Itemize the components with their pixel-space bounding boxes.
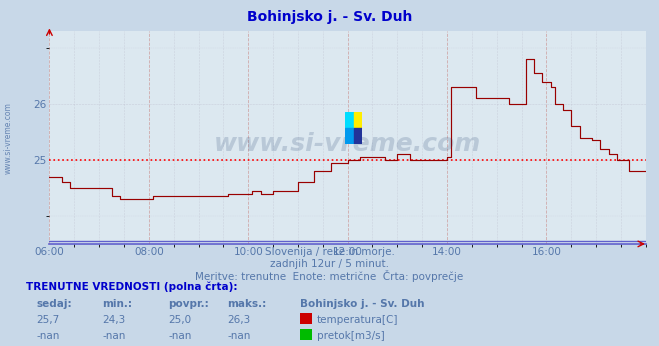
Text: www.si-vreme.com: www.si-vreme.com — [214, 132, 481, 156]
Text: -nan: -nan — [168, 331, 192, 341]
Text: zadnjih 12ur / 5 minut.: zadnjih 12ur / 5 minut. — [270, 259, 389, 269]
Text: www.si-vreme.com: www.si-vreme.com — [3, 102, 13, 174]
Text: pretok[m3/s]: pretok[m3/s] — [317, 331, 385, 341]
Text: 25,0: 25,0 — [168, 315, 192, 325]
Text: 25,7: 25,7 — [36, 315, 60, 325]
Text: -nan: -nan — [227, 331, 251, 341]
Text: min.:: min.: — [102, 299, 132, 309]
Text: -nan: -nan — [102, 331, 126, 341]
Text: sedaj:: sedaj: — [36, 299, 72, 309]
Text: Bohinjsko j. - Sv. Duh: Bohinjsko j. - Sv. Duh — [247, 10, 412, 24]
Text: Meritve: trenutne  Enote: metrične  Črta: povprečje: Meritve: trenutne Enote: metrične Črta: … — [195, 270, 464, 282]
Text: 24,3: 24,3 — [102, 315, 126, 325]
Text: temperatura[C]: temperatura[C] — [317, 315, 399, 325]
Text: Slovenija / reke in morje.: Slovenija / reke in morje. — [264, 247, 395, 257]
Text: Bohinjsko j. - Sv. Duh: Bohinjsko j. - Sv. Duh — [300, 299, 424, 309]
Text: -nan: -nan — [36, 331, 60, 341]
Text: povpr.:: povpr.: — [168, 299, 209, 309]
Text: 26,3: 26,3 — [227, 315, 251, 325]
Text: TRENUTNE VREDNOSTI (polna črta):: TRENUTNE VREDNOSTI (polna črta): — [26, 282, 238, 292]
Text: maks.:: maks.: — [227, 299, 267, 309]
